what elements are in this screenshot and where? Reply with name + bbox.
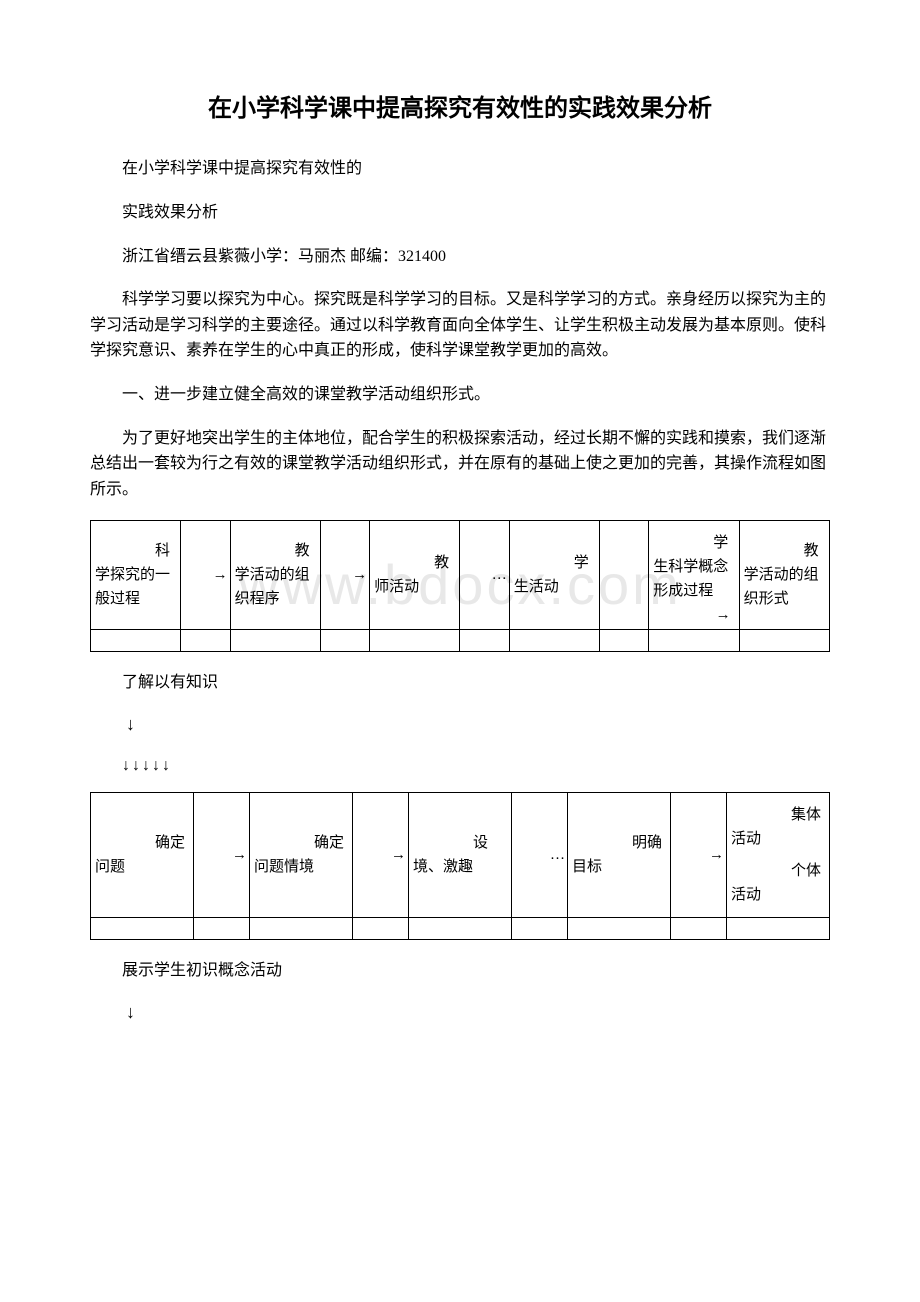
page-title: 在小学科学课中提高探究有效性的实践效果分析 <box>90 90 830 128</box>
flow-cell: 教师活动 <box>370 521 460 630</box>
arrow-cell: … <box>511 793 567 918</box>
flow-cell: 教学活动的组织程序 <box>230 521 320 630</box>
arrows-multi-icon: ↓↓↓↓↓ <box>90 753 830 779</box>
document-content: 在小学科学课中提高探究有效性的实践效果分析 在小学科学课中提高探究有效性的 实践… <box>90 90 830 1027</box>
section-1-title: 一、进一步建立健全高效的课堂教学活动组织形式。 <box>90 382 830 408</box>
arrow-right-icon: → <box>653 603 734 627</box>
know-existing-text: 了解以有知识 <box>90 670 830 696</box>
flow-cell: 确定问题情境 <box>250 793 353 918</box>
flow-cell-text-top: 集体活动 <box>731 803 825 851</box>
arrow-cell: → <box>352 793 408 918</box>
arrow-cell: → <box>320 521 369 630</box>
show-concept-text: 展示学生初识概念活动 <box>90 958 830 984</box>
arrow-down-icon: ↓ <box>90 710 830 739</box>
arrow-cell: → <box>670 793 726 918</box>
table-row: 科学探究的一般过程 → 教学活动的组织程序 → 教师活动 … 学生活动 学生科学… <box>91 521 830 630</box>
arrow-down-icon: ↓ <box>90 998 830 1027</box>
flow-table-1: 科学探究的一般过程 → 教学活动的组织程序 → 教师活动 … 学生活动 学生科学… <box>90 520 830 652</box>
arrow-cell: … <box>460 521 509 630</box>
subtitle-line-2: 实践效果分析 <box>90 200 830 226</box>
arrow-cell <box>600 521 649 630</box>
arrow-cell: → <box>193 793 249 918</box>
subtitle-line-1: 在小学科学课中提高探究有效性的 <box>90 156 830 182</box>
arrow-cell: → <box>181 521 230 630</box>
flow-cell-text: 学生科学概念形成过程 <box>653 531 734 603</box>
flow-table-2: 确定问题 → 确定问题情境 → 设境、激趣 … 明确目标 → 集体活动 个体活动 <box>90 792 830 940</box>
section-1-body: 为了更好地突出学生的主体地位，配合学生的积极探索活动，经过长期不懈的实践和摸索，… <box>90 426 830 503</box>
flow-cell: 学生科学概念形成过程 → <box>649 521 739 630</box>
flow-cell: 科学探究的一般过程 <box>91 521 181 630</box>
flow-cell: 教学活动的组织形式 <box>739 521 829 630</box>
flow-cell: 学生活动 <box>509 521 599 630</box>
flow-cell: 明确目标 <box>568 793 671 918</box>
flow-cell-text-bot: 个体活动 <box>731 859 825 907</box>
flow-cell: 集体活动 个体活动 <box>727 793 830 918</box>
flow-cell: 确定问题 <box>91 793 194 918</box>
spacer-row <box>91 918 830 940</box>
table-row: 确定问题 → 确定问题情境 → 设境、激趣 … 明确目标 → 集体活动 个体活动 <box>91 793 830 918</box>
flow-cell: 设境、激趣 <box>409 793 512 918</box>
spacer-row <box>91 630 830 652</box>
intro-paragraph: 科学学习要以探究为中心。探究既是科学学习的目标。又是科学学习的方式。亲身经历以探… <box>90 287 830 364</box>
author-line: 浙江省缙云县紫薇小学：马丽杰 邮编：321400 <box>90 244 830 270</box>
